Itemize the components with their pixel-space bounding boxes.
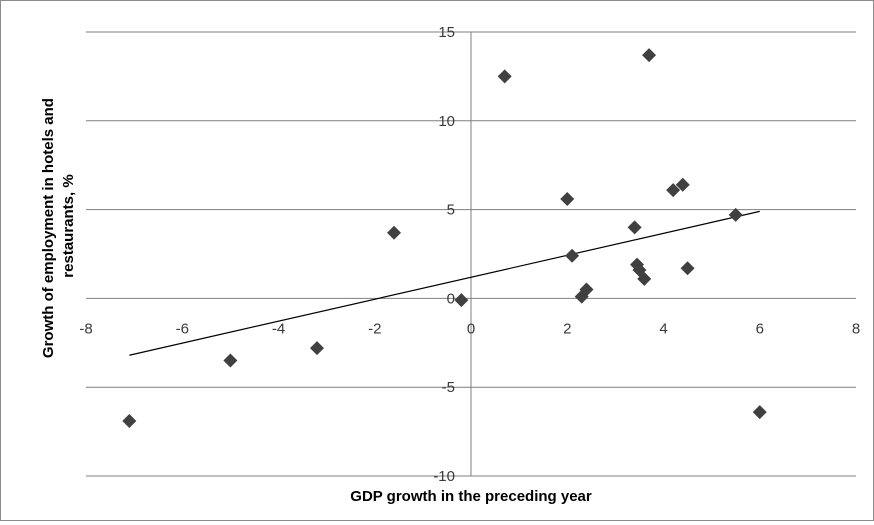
x-tick-label: 8 xyxy=(852,320,860,337)
data-point xyxy=(642,48,657,63)
x-tick-label: 4 xyxy=(659,320,667,337)
axes xyxy=(86,32,856,476)
data-point xyxy=(579,282,594,297)
y-tick-label: -5 xyxy=(442,379,455,396)
data-point xyxy=(675,177,690,192)
data-point xyxy=(454,293,469,308)
data-point xyxy=(728,207,743,222)
y-axis-title-line-1: Growth of employment in hotels and xyxy=(40,98,57,358)
y-tick-label: 0 xyxy=(447,290,455,307)
y-tick-label: 15 xyxy=(438,24,455,41)
x-tick-label: -2 xyxy=(368,320,381,337)
data-point xyxy=(666,183,681,198)
data-point xyxy=(752,405,767,420)
data-point xyxy=(627,220,642,235)
data-point xyxy=(680,261,695,276)
x-tick-label: -6 xyxy=(176,320,189,337)
x-axis-title: GDP growth in the preceding year xyxy=(350,488,592,505)
tick-labels: -8 -6 -4 -2 0 2 4 6 8 -10 -5 0 5 10 15 xyxy=(79,24,860,485)
data-point xyxy=(565,248,580,263)
x-tick-label: -4 xyxy=(272,320,285,337)
data-point xyxy=(560,191,575,206)
data-point xyxy=(310,341,324,356)
x-tick-label: 0 xyxy=(467,320,475,337)
data-point xyxy=(387,225,401,240)
y-axis-title: Growth of employment in hotels and resta… xyxy=(40,94,77,358)
data-point xyxy=(497,69,512,84)
y-axis-title-line-2: restaurants, % xyxy=(60,174,77,277)
data-point xyxy=(637,271,652,286)
data-points xyxy=(122,48,767,428)
trendline-group xyxy=(129,210,760,356)
y-tick-label: 5 xyxy=(447,202,455,219)
y-tick-label: 10 xyxy=(438,113,455,130)
data-point xyxy=(223,353,238,368)
x-tick-label: -8 xyxy=(79,320,92,337)
y-tick-label: -10 xyxy=(433,468,455,485)
x-tick-label: 6 xyxy=(756,320,764,337)
data-point xyxy=(122,413,137,428)
trendline xyxy=(129,210,760,356)
x-tick-label: 2 xyxy=(563,320,571,337)
